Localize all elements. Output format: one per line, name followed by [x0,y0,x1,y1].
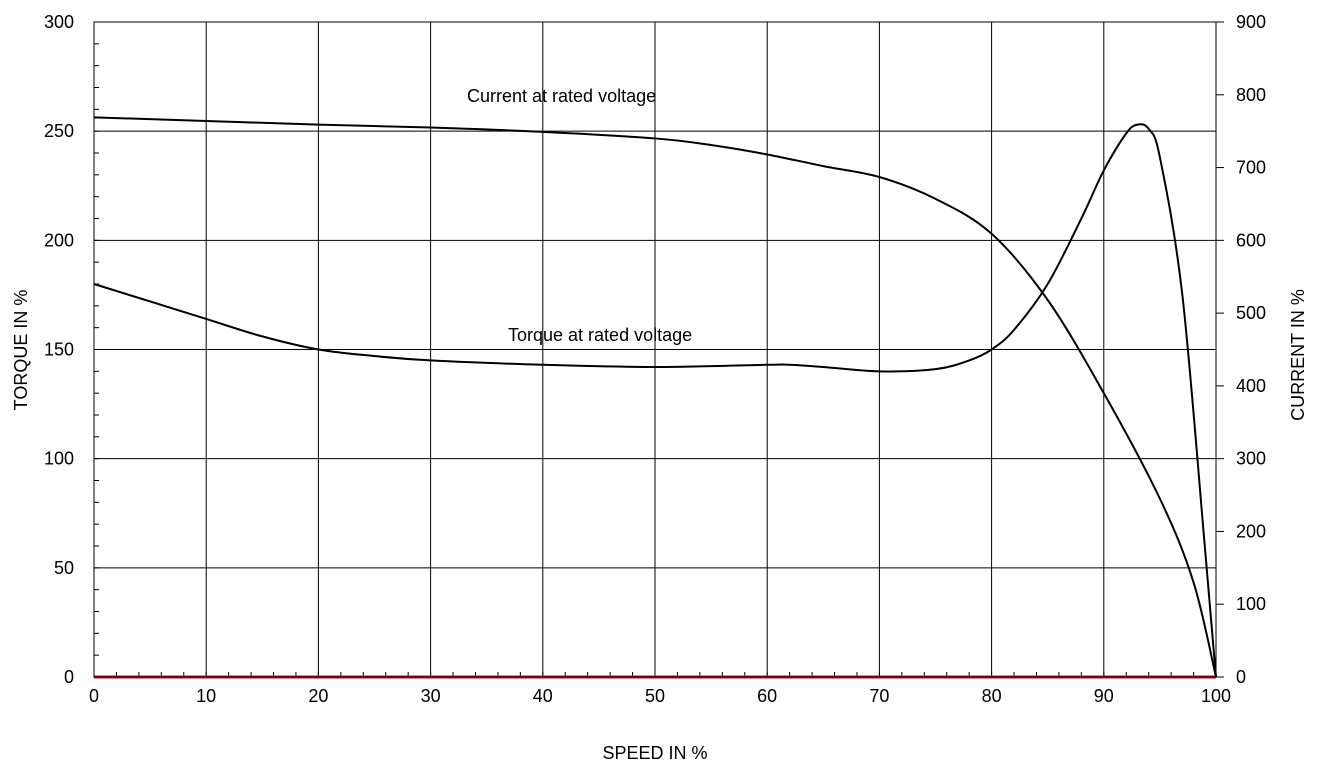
left-y-tick-label: 0 [64,667,74,687]
grid-lines [94,22,1216,677]
right-y-tick-labels: 0 100 200 300 400 500 600 700 800 900 [1236,12,1266,687]
x-tick-label: 30 [421,686,441,706]
left-y-tick-label: 200 [44,230,74,250]
x-tick-label: 70 [869,686,889,706]
left-y-tick-label: 100 [44,449,74,469]
torque-annotation: Torque at rated voltage [508,325,692,345]
x-tick-labels: 0 10 20 30 40 50 60 70 80 90 100 [89,686,1231,706]
right-y-tick-label: 600 [1236,230,1266,250]
x-tick-label: 80 [982,686,1002,706]
right-y-axis-title: CURRENT IN % [1288,289,1308,421]
x-tick-label: 60 [757,686,777,706]
left-y-tick-label: 250 [44,121,74,141]
torque-curve [93,123,1217,678]
right-y-tick-label: 700 [1236,158,1266,178]
x-tick-label: 10 [196,686,216,706]
left-y-tick-label: 300 [44,12,74,32]
left-y-tick-label: 150 [44,340,74,360]
right-y-tick-label: 200 [1236,521,1266,541]
right-y-tick-label: 500 [1236,303,1266,323]
x-tick-label: 100 [1201,686,1231,706]
left-y-axis-title: TORQUE IN % [11,290,31,411]
plot-frame [93,21,1217,678]
right-y-tick-label: 100 [1236,594,1266,614]
right-y-tick-label: 300 [1236,449,1266,469]
x-tick-label: 90 [1094,686,1114,706]
x-tick-label: 0 [89,686,99,706]
x-axis-title: SPEED IN % [602,743,707,763]
current-curve [93,116,1217,678]
right-y-tick-label: 800 [1236,85,1266,105]
x-tick-label: 50 [645,686,665,706]
right-y-tick-label: 900 [1236,12,1266,32]
left-y-tick-labels: 0 50 100 150 200 250 300 [44,12,74,687]
left-y-tick-label: 50 [54,558,74,578]
right-y-tick-label: 400 [1236,376,1266,396]
annotations: Current at rated voltage Torque at rated… [467,86,692,345]
x-tick-label: 40 [533,686,553,706]
right-y-tick-label: 0 [1236,667,1246,687]
x-tick-label: 20 [308,686,328,706]
current-annotation: Current at rated voltage [467,86,656,106]
